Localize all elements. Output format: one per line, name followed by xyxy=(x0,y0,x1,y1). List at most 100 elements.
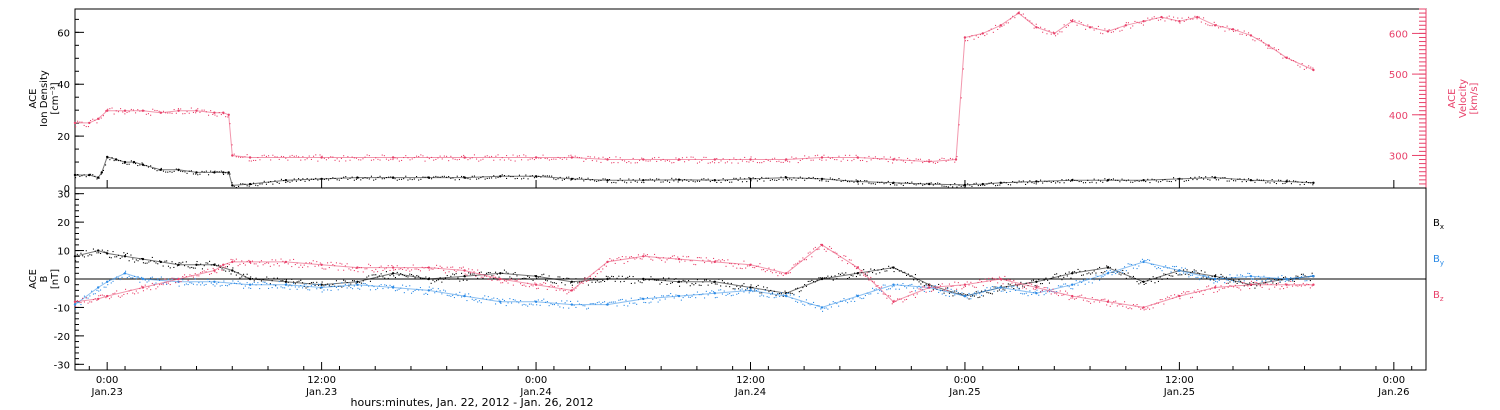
bx-sample xyxy=(845,272,847,274)
bx-sample xyxy=(591,281,593,283)
bx-sample xyxy=(110,257,112,259)
bz-point xyxy=(1035,286,1038,289)
bx-sample xyxy=(990,292,992,294)
density-sample xyxy=(731,181,733,183)
density-sample xyxy=(132,162,134,164)
by-sample xyxy=(1267,278,1269,280)
velocity-sample xyxy=(83,124,85,126)
by-sample xyxy=(802,303,804,305)
by-sample xyxy=(1183,272,1185,274)
bz-sample xyxy=(970,281,972,283)
velocity-sample xyxy=(881,158,883,160)
density-sample xyxy=(675,178,677,180)
bx-sample xyxy=(568,277,570,279)
velocity-sample xyxy=(855,154,857,156)
bx-sample xyxy=(475,275,477,277)
bx-sample xyxy=(411,274,413,276)
velocity-sample xyxy=(778,160,780,162)
bx-sample xyxy=(886,270,888,272)
by-sample xyxy=(1209,279,1211,281)
bz-sample xyxy=(385,267,387,269)
bx-sample xyxy=(130,254,132,256)
density-sample xyxy=(145,165,147,167)
by-sample xyxy=(757,289,759,291)
bz-sample xyxy=(448,271,450,273)
bz-point xyxy=(231,260,234,264)
by-sample xyxy=(807,303,809,305)
by-sample xyxy=(666,295,668,297)
bz-sample xyxy=(972,285,974,287)
bx-sample xyxy=(968,298,970,300)
velocity-sample xyxy=(122,111,124,113)
bx-sample xyxy=(705,279,707,281)
velocity-sample xyxy=(922,162,924,164)
bz-sample xyxy=(541,283,543,285)
density-sample xyxy=(253,182,255,184)
by-sample xyxy=(1068,286,1070,288)
bx-sample xyxy=(975,291,977,293)
by-sample xyxy=(176,277,178,279)
bz-sample xyxy=(184,274,186,276)
bx-sample xyxy=(425,276,427,278)
bz-sample xyxy=(727,259,729,261)
density-sample xyxy=(1190,177,1192,179)
by-sample xyxy=(1204,275,1206,277)
by-point xyxy=(97,286,100,289)
by-sample xyxy=(282,287,284,289)
bz-sample xyxy=(786,273,788,275)
velocity-point xyxy=(227,113,230,117)
by-sample xyxy=(1150,263,1152,265)
density-sample xyxy=(1198,176,1200,178)
by-sample xyxy=(1184,267,1186,269)
by-sample xyxy=(402,284,404,286)
bz-sample xyxy=(500,282,502,284)
bz-sample xyxy=(543,282,545,284)
bx-sample xyxy=(1265,281,1267,283)
density-sample xyxy=(1093,178,1095,180)
bz-sample xyxy=(850,259,852,261)
velocity-sample xyxy=(150,114,152,116)
velocity-sample xyxy=(750,156,752,158)
by-sample xyxy=(275,285,277,287)
bx-sample xyxy=(750,284,752,286)
velocity-sample xyxy=(1267,47,1269,49)
density-sample xyxy=(276,181,278,183)
bx-sample xyxy=(1145,282,1147,284)
bx-sample xyxy=(1009,283,1011,285)
by-sample xyxy=(784,294,786,296)
velocity-sample xyxy=(566,158,568,160)
by-sample xyxy=(1074,284,1076,286)
velocity-sample xyxy=(555,158,557,160)
density-sample xyxy=(894,184,896,186)
by-sample xyxy=(389,284,391,286)
bz-sample xyxy=(200,272,202,274)
density-sample xyxy=(503,175,505,177)
bx-sample xyxy=(1236,282,1238,284)
velocity-sample xyxy=(639,159,641,161)
bz-sample xyxy=(369,265,371,267)
by-sample xyxy=(929,290,931,292)
velocity-point xyxy=(1017,11,1020,15)
bx-sample xyxy=(1218,277,1220,279)
density-sample xyxy=(855,179,857,181)
bx-sample xyxy=(668,277,670,279)
by-sample xyxy=(1015,289,1017,291)
velocity-sample xyxy=(774,157,776,159)
bz-sample xyxy=(444,272,446,274)
velocity-sample xyxy=(1138,22,1140,24)
density-sample xyxy=(92,174,94,176)
density-sample xyxy=(917,183,919,185)
bz-sample xyxy=(941,283,943,285)
by-sample xyxy=(707,294,709,296)
velocity-sample xyxy=(1153,16,1155,18)
by-sample xyxy=(679,295,681,297)
by-sample xyxy=(409,285,411,287)
by-sample xyxy=(269,283,271,285)
density-sample xyxy=(883,183,885,185)
bz-sample xyxy=(682,255,684,257)
bx-sample xyxy=(784,290,786,292)
bz-sample xyxy=(96,299,98,301)
velocity-sample xyxy=(883,156,885,158)
by-sample xyxy=(162,282,164,284)
velocity-sample xyxy=(814,155,816,157)
